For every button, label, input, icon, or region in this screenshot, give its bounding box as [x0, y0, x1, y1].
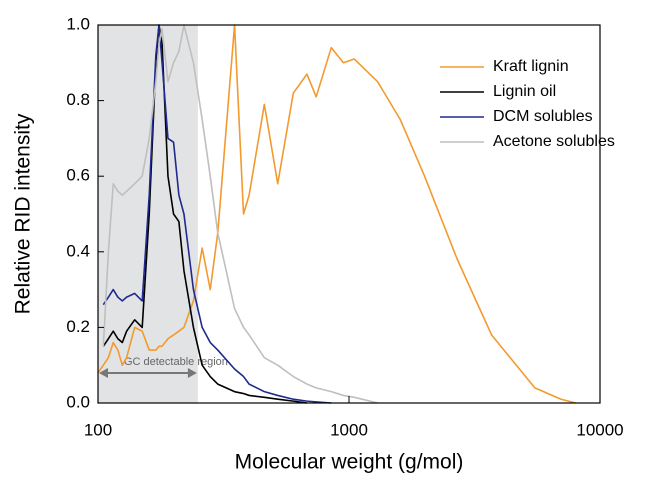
arrow-head	[99, 368, 108, 378]
y-tick-label: 1.0	[66, 14, 90, 33]
y-axis-label: Relative RID intensity	[12, 113, 35, 314]
y-tick-label: 0.0	[66, 392, 90, 411]
legend-label: Acetone solubles	[493, 133, 615, 150]
highlight-label: GC detectable region	[124, 356, 228, 368]
arrow-head	[187, 368, 197, 378]
y-tick-label: 0.8	[66, 90, 90, 109]
x-tick-label: 10000	[576, 420, 623, 439]
y-tick-label: 0.2	[66, 317, 90, 336]
legend-label: Lignin oil	[493, 83, 556, 100]
x-axis-label: Molecular weight (g/mol)	[235, 451, 464, 474]
legend-label: DCM solubles	[493, 108, 593, 125]
series-line	[97, 24, 576, 404]
y-tick-label: 0.4	[66, 241, 90, 260]
legend-label: Kraft lignin	[493, 58, 569, 75]
series-line	[102, 24, 332, 404]
series-line	[102, 24, 308, 404]
series-line	[102, 24, 378, 404]
y-tick-label: 0.6	[66, 166, 90, 185]
x-tick-label: 1000	[330, 420, 368, 439]
x-tick-label: 100	[84, 420, 112, 439]
